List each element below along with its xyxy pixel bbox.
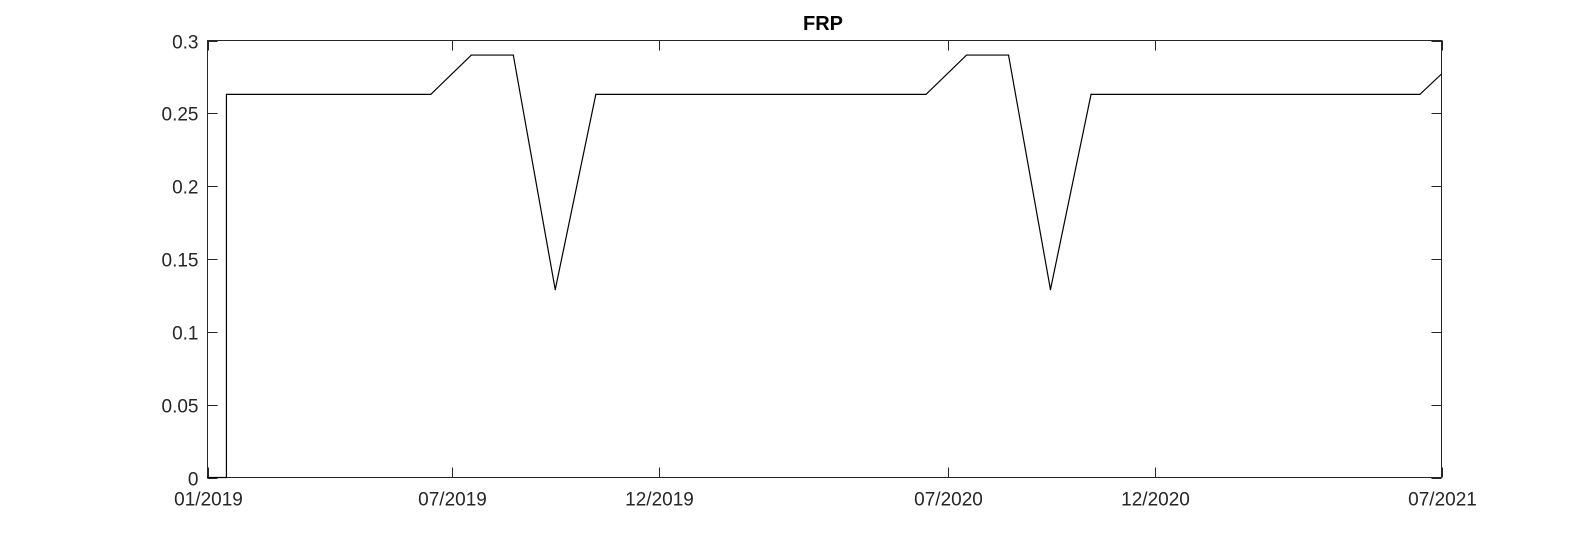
data-point [1440,73,1443,75]
x-tick-label: 07/2021 [1408,490,1477,511]
data-point [430,93,432,95]
data-point [965,54,968,56]
data-point [925,93,927,95]
x-tick-label: 01/2019 [174,490,243,511]
y-axis: 0 0.05 0.1 0.15 0.2 0.25 0.3 [162,33,1442,491]
data-point [206,476,209,479]
x-tick-label: 12/2020 [1121,490,1190,511]
data-point [1007,54,1010,56]
data-point [225,476,228,479]
series-line [207,54,1442,479]
y-tick-label: 0.15 [162,251,199,272]
series-layer [206,54,1443,479]
y-tick-label: 0.25 [162,105,199,126]
x-tick-label: 07/2019 [418,490,487,511]
y-tick-label: 0 [188,470,199,491]
x-tick-label: 12/2019 [625,490,694,511]
y-tick-label: 0.3 [172,33,198,54]
data-point [1090,93,1092,95]
x-axis: 01/2019 07/2019 12/2019 07/2020 12/2020 07/20… [174,40,1477,511]
y-tick-label: 0.05 [162,397,199,418]
data-point [595,93,597,95]
data-point [1419,93,1421,95]
y-tick-label: 0.1 [172,324,198,345]
x-tick-label: 07/2020 [914,490,983,511]
data-point [554,288,556,291]
data-point [512,54,514,56]
y-tick-label: 0.2 [172,178,198,199]
data-point [1049,288,1052,291]
data-point [225,93,228,95]
plot-area [207,40,1442,478]
data-point [470,54,472,56]
chart-title: FRP [803,13,843,35]
